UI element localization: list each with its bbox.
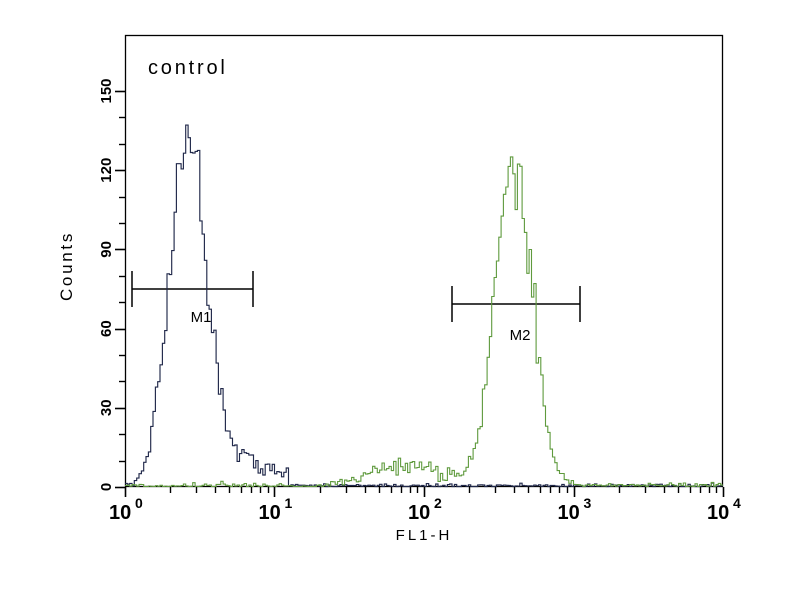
svg-text:Counts: Counts	[57, 231, 76, 301]
svg-text:150: 150	[98, 78, 115, 103]
svg-text:M2: M2	[510, 327, 531, 344]
svg-text:2: 2	[434, 495, 442, 511]
svg-text:10: 10	[408, 502, 430, 524]
svg-text:0: 0	[98, 483, 115, 491]
svg-text:10: 10	[259, 502, 281, 524]
svg-text:control: control	[148, 57, 228, 79]
svg-text:10: 10	[109, 502, 131, 524]
svg-text:4: 4	[733, 495, 741, 511]
svg-text:30: 30	[98, 399, 115, 416]
svg-text:1: 1	[285, 495, 293, 511]
svg-text:3: 3	[584, 495, 592, 511]
svg-text:90: 90	[98, 241, 115, 258]
svg-text:M1: M1	[191, 309, 212, 326]
svg-text:0: 0	[135, 495, 143, 511]
svg-text:120: 120	[98, 158, 115, 183]
svg-text:60: 60	[98, 320, 115, 337]
svg-text:FL1-H: FL1-H	[396, 527, 453, 544]
svg-text:10: 10	[707, 502, 729, 524]
svg-text:10: 10	[558, 502, 580, 524]
